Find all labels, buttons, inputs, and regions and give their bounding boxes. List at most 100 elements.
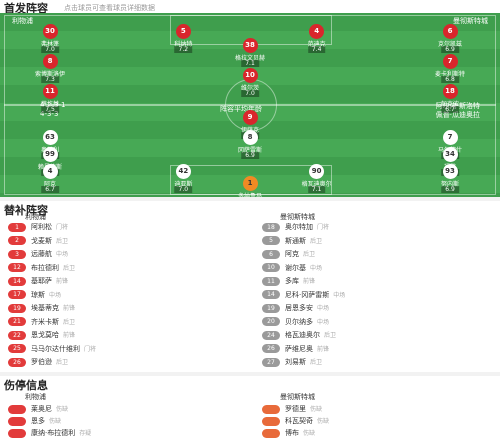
player-name: 萨维尼奥: [285, 344, 313, 353]
injury-icon: [8, 428, 26, 438]
player-position: 后卫: [63, 318, 76, 326]
shirt-number: 14: [8, 276, 26, 286]
substitute-row[interactable]: 26 罗伯逊 后卫: [8, 357, 68, 370]
player-rating: 6.7: [441, 106, 459, 113]
substitute-row[interactable]: 19 居恩多安 中场: [262, 303, 329, 316]
substitute-row[interactable]: 22 恩戈莫哈 前锋: [8, 330, 75, 343]
player-name: 奥尔特加: [285, 223, 313, 231]
player-name: 罗伯逊: [31, 358, 52, 366]
shirt-number: 11: [262, 276, 280, 286]
player-position: 前锋: [63, 332, 76, 339]
substitute-row[interactable]: 3 远藤航 中场: [8, 249, 68, 262]
player-name: 埃基蒂克: [31, 304, 59, 312]
shirt-number: 18: [262, 222, 280, 232]
player-name: 斯通斯: [285, 236, 306, 245]
substitute-row[interactable]: 21 齐米卡斯 后卫: [8, 317, 75, 330]
team-name: 利物浦: [12, 17, 33, 25]
player-name: 恩戈莫哈: [31, 331, 59, 339]
player-number: 9: [242, 109, 258, 125]
player-rating: 6.7: [41, 186, 59, 193]
player-name: 克尔凯兹: [437, 41, 463, 48]
injury-icon: [262, 428, 280, 438]
substitute-row[interactable]: 17 琼斯 中场: [8, 290, 61, 303]
player-position: 后卫: [56, 237, 69, 245]
player-name: 索博斯洛伊: [34, 71, 66, 78]
injury-icon: [8, 404, 26, 414]
shirt-number: 6: [262, 249, 280, 259]
shirt-number: 21: [8, 317, 26, 326]
player-number: 99: [42, 146, 58, 162]
player-name: 尼科·冈萨雷斯: [285, 290, 330, 299]
formation: 4-3-3: [40, 110, 59, 118]
substitute-row[interactable]: 25 马马尔达什维利 门将: [8, 344, 96, 357]
formation: 4-2-3-1: [40, 101, 66, 109]
substitute-row[interactable]: 26 萨维尼奥 前锋: [262, 344, 329, 357]
pitch-border: [4, 15, 496, 195]
injury-row: 罗德里 伤缺: [262, 404, 322, 417]
team-name: 利物浦: [25, 213, 46, 221]
shirt-number: 25: [8, 344, 26, 353]
substitute-row[interactable]: 18 奥尔特加 门将: [262, 222, 329, 235]
injury-status: 存疑: [79, 430, 92, 437]
player-position: 后卫: [56, 359, 69, 366]
injury-status: 伤缺: [49, 418, 62, 425]
separator: [0, 197, 500, 201]
shirt-number: 26: [262, 344, 280, 353]
player-rating: 7.4: [307, 46, 326, 53]
player-name: 萨拉赫: [40, 101, 60, 108]
injury-row: 恩多 伤缺: [8, 416, 61, 429]
substitute-row[interactable]: 1 阿利松 门将: [8, 222, 68, 235]
player-rating: 7.5: [41, 106, 59, 113]
injury-icon: [8, 416, 26, 426]
player-name: 康纳·布拉德利: [31, 429, 76, 437]
player-name: 范迪克: [307, 41, 326, 48]
player-number: 90: [309, 163, 325, 179]
team-name: 曼彻斯特城: [453, 17, 488, 25]
section-title: 首发阵容: [4, 2, 48, 15]
substitute-row[interactable]: 19 埃基蒂克 前锋: [8, 303, 75, 316]
player-number: 30: [42, 23, 58, 39]
player-name: 格瓦迪奥尔: [285, 331, 320, 339]
shirt-number: 10: [262, 263, 280, 272]
player-name: 琼斯: [31, 290, 45, 299]
substitute-row[interactable]: 10 谢尔基 中场: [262, 263, 322, 276]
team-name: 曼彻斯特城: [280, 213, 315, 221]
coach: 阿尔内·斯洛特: [435, 102, 480, 110]
player-name: 布拉德利: [31, 263, 59, 272]
player-position: 中场: [317, 318, 330, 326]
shirt-number: 24: [262, 330, 280, 340]
player-number: 38: [242, 37, 258, 53]
player-position: 后卫: [63, 264, 76, 272]
player-rating: 7.2: [174, 46, 193, 53]
player-position: 中场: [317, 305, 330, 312]
player-rating: 7.0: [41, 46, 59, 53]
shirt-number: 3: [8, 249, 26, 259]
player-name: 迪亚斯: [174, 181, 193, 188]
injury-status: 伤缺: [317, 418, 330, 425]
player-number: 4: [309, 23, 325, 39]
substitute-row[interactable]: 12 布拉德利 后卫: [8, 263, 75, 276]
player-name: 冈萨雷斯: [237, 147, 263, 154]
substitute-row[interactable]: 5 斯通斯 后卫: [262, 236, 322, 249]
substitute-row[interactable]: 14 尼科·冈萨雷斯 中场: [262, 290, 345, 303]
injury-row: 康纳·布拉德利 存疑: [8, 428, 91, 441]
player-position: 中场: [333, 291, 346, 299]
player-name: 维尔茨: [240, 85, 260, 92]
player-rating: 7.0: [174, 186, 193, 193]
shirt-number: 27: [262, 357, 280, 367]
player-name: 齐米卡斯: [31, 317, 59, 326]
penalty-box: [170, 165, 332, 195]
substitute-row[interactable]: 11 多库 前锋: [262, 276, 315, 289]
substitute-row[interactable]: 27 刘易斯 后卫: [262, 357, 322, 370]
substitute-row[interactable]: 14 基耶萨 前锋: [8, 276, 68, 289]
substitute-row[interactable]: 20 贝尔纳多 中场: [262, 317, 329, 330]
player-rating: 6.9: [441, 46, 459, 53]
player-name: 努内斯: [440, 181, 460, 188]
substitute-row[interactable]: 24 格瓦迪奥尔 后卫: [262, 330, 336, 343]
player-rating: 6.9: [441, 186, 459, 193]
substitute-row[interactable]: 2 戈麦斯 后卫: [8, 236, 68, 249]
substitute-row[interactable]: 6 阿克 后卫: [262, 249, 315, 262]
player-number: 11: [42, 83, 58, 99]
shirt-number: 2: [8, 236, 26, 245]
